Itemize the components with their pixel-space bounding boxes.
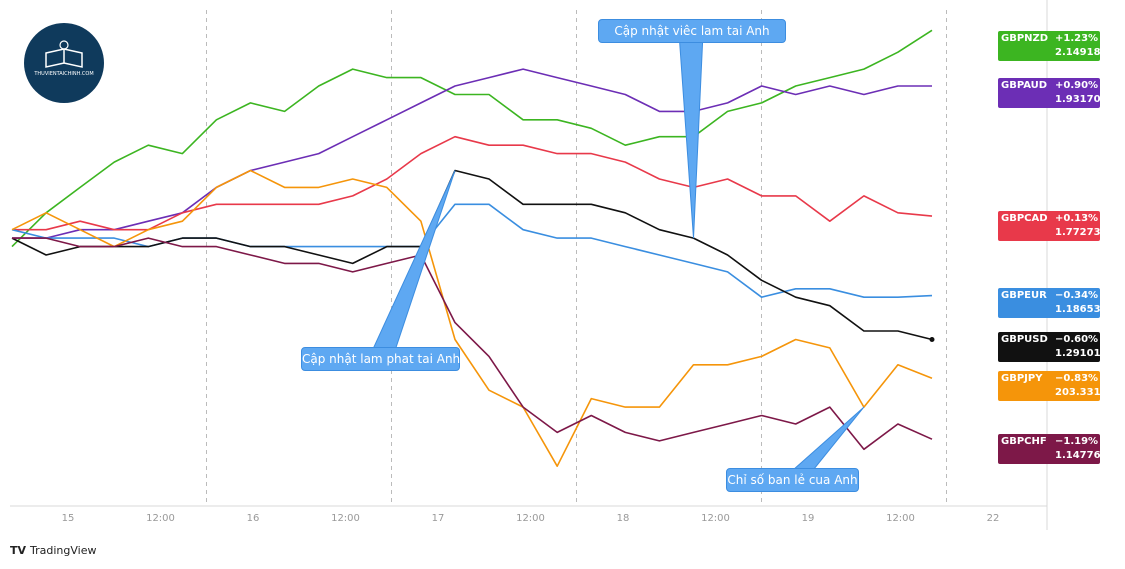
price-label: 1.14776 [1055,450,1101,461]
session-separators [206,10,947,505]
x-tick-label: 12:00 [146,513,175,524]
series-line-gbpcad [12,135,933,231]
symbol-label: GBPCAD [1001,213,1048,224]
change-label: −0.83% [1055,373,1099,384]
price-label: 203.33100 [1055,387,1115,398]
x-tick-label: 15 [62,513,75,524]
x-tick-label: 12:00 [331,513,360,524]
tradingview-brand: TV TradingView [10,544,97,557]
price-label-gbpusd: GBPUSD −0.60% 1.29101 [998,332,1101,362]
annotation-callout: Chỉ số ban lẻ cua Anh [726,468,859,492]
annotation-callout: Cập nhật viêc lam tai Anh [598,19,786,43]
symbol-label: GBPNZD [1001,33,1049,44]
annotation-callout: Cập nhật lam phat tai Anh [301,347,460,371]
price-label: 1.18653 [1055,304,1101,315]
symbol-label: GBPCHF [1001,436,1047,447]
price-label-gbpchf: GBPCHF −1.19% 1.14776 [998,434,1101,464]
series-line-gbpeur [11,203,933,299]
symbol-label: GBPJPY [1001,373,1043,384]
series-line-gbpchf [12,237,933,451]
time-axis: 15 12:00 16 12:00 17 12:00 18 12:00 19 12:00 22 [62,513,1000,524]
x-tick-label: 12:00 [886,513,915,524]
symbol-label: GBPUSD [1001,334,1048,345]
book-icon [45,40,83,68]
change-label: −0.60% [1055,334,1099,345]
x-tick-label: 12:00 [516,513,545,524]
price-label-gbpaud: GBPAUD +0.90% 1.93170 [998,78,1101,108]
symbol-label: GBPEUR [1001,290,1047,301]
callout-pointer [678,32,704,239]
price-label: 2.14918 [1055,47,1101,58]
change-label: +0.90% [1055,80,1099,91]
x-tick-label: 12:00 [701,513,730,524]
series-line-gbpjpy [11,169,933,468]
annotation-pointers [366,32,865,483]
brand-text: TradingView [30,544,97,557]
x-tick-label: 22 [987,513,1000,524]
x-tick-label: 18 [617,513,630,524]
logo: THUVIENTAICHINH.COM [24,23,104,103]
series-line-gbpaud [12,68,932,239]
price-label-gbpcad: GBPCAD +0.13% 1.77273 [998,211,1101,241]
series-lines [11,29,935,468]
x-tick-label: 19 [802,513,815,524]
price-label: 1.29101 [1055,348,1101,359]
change-label: −0.34% [1055,290,1099,301]
last-value-dot [929,336,935,342]
price-label-gbpnzd: GBPNZD +1.23% 2.14918 [998,31,1101,61]
price-label-gbpjpy: GBPJPY −0.83% 203.33100 [998,371,1114,401]
symbol-label: GBPAUD [1001,80,1048,91]
tradingview-logo-icon: TV [10,544,27,557]
series-line-gbpnzd [11,29,933,248]
change-label: +1.23% [1055,33,1099,44]
logo-text: THUVIENTAICHINH.COM [34,71,94,77]
x-tick-label: 16 [247,513,260,524]
change-label: −1.19% [1055,436,1099,447]
price-label-gbpeur: GBPEUR −0.34% 1.18653 [998,288,1101,318]
price-label: 1.93170 [1055,94,1101,105]
change-label: +0.13% [1055,213,1099,224]
x-tick-label: 17 [432,513,445,524]
price-label: 1.77273 [1055,227,1101,238]
